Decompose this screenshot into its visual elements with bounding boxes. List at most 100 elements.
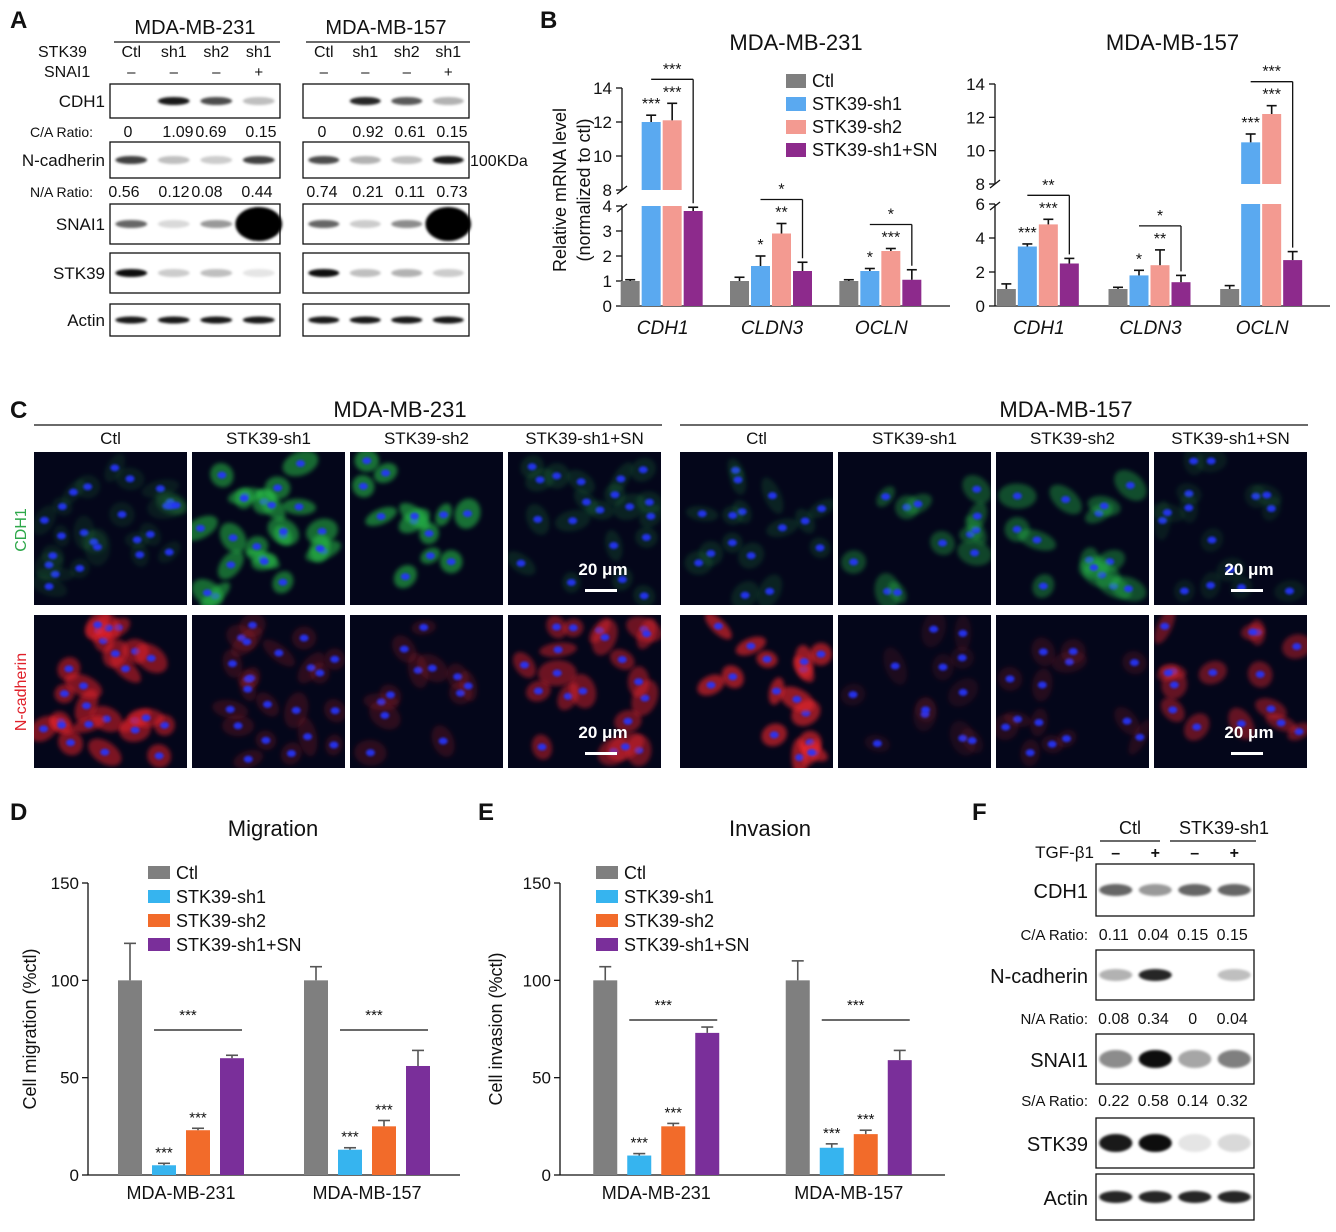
nucleus [799, 658, 809, 666]
nucleus [263, 700, 273, 708]
nucleus [130, 726, 140, 734]
blot-band [425, 207, 472, 241]
nucleus [100, 748, 110, 756]
blot-band [1217, 1191, 1251, 1203]
nucleus [78, 682, 88, 690]
axis-break [616, 203, 628, 213]
panel-b-ylabel: (normalized to ctl) [574, 118, 594, 261]
nucleus [330, 707, 340, 715]
nucleus [576, 478, 586, 486]
nucleus [1206, 457, 1216, 465]
legend-label: Ctl [624, 863, 646, 883]
micrograph-content [841, 474, 991, 605]
y-tick-label: 50 [532, 1069, 551, 1088]
nucleus [552, 669, 562, 677]
ratio-value: 0.14 [1177, 1093, 1208, 1110]
nucleus [641, 533, 651, 541]
nucleus [1266, 705, 1276, 713]
chart-title: MDA-MB-157 [1106, 30, 1239, 55]
micrograph-content [684, 458, 833, 605]
gene-label: OCLN [1236, 318, 1289, 339]
blot-band [432, 316, 464, 324]
y-tick-label: 150 [523, 874, 551, 893]
blot-label-SNAI1: SNAI1 [56, 215, 105, 234]
nucleus [315, 544, 325, 552]
y-tick-label: 0 [542, 1166, 551, 1185]
ca-ratio-value: 0 [318, 124, 327, 141]
nucleus [970, 549, 980, 557]
significance-mark: *** [341, 1129, 359, 1146]
ratio-label: S/A Ratio: [1021, 1093, 1088, 1110]
panel-a: MDA-MB-231 MDA-MB-157 STK39 SNAI1 Ctl – sh1 – sh… [22, 17, 528, 337]
blot-band [157, 269, 190, 277]
treatment-label: TGF-β1 [1035, 843, 1094, 862]
micrograph-bg [996, 615, 1149, 768]
micrograph-content [998, 469, 1147, 602]
nucleus [317, 528, 327, 536]
significance-mark: *** [375, 1101, 393, 1118]
micrograph-tile [350, 452, 503, 605]
nucleus [552, 472, 562, 480]
y-tick-label: 10 [966, 142, 985, 161]
blot-band [200, 269, 233, 277]
nucleus [1255, 670, 1265, 678]
blot-band [308, 316, 340, 324]
micrograph-content [34, 615, 175, 768]
snai1-sign: + [254, 64, 263, 81]
nucleus [227, 660, 237, 668]
nucleus [145, 530, 155, 538]
bar-stk39-sh1+sn [1283, 260, 1303, 306]
y-tick-label: 2 [976, 263, 985, 282]
nucleus [146, 654, 156, 662]
nucleus [132, 536, 142, 544]
blot-band [1099, 1134, 1133, 1152]
category-label: MDA-MB-157 [312, 1183, 421, 1203]
bar-stk39-sh1 [338, 1149, 362, 1175]
blot-band [1138, 1134, 1172, 1152]
legend-label: STK39-sh2 [624, 911, 714, 931]
blot-band [115, 316, 148, 324]
significance-mark: *** [1241, 115, 1260, 132]
nucleus [625, 503, 635, 511]
blot-band [391, 97, 423, 105]
bar-stk39-sh1 [1241, 204, 1261, 306]
nucleus [746, 642, 756, 650]
legend-label: Ctl [176, 863, 198, 883]
nucleus [225, 705, 235, 713]
bar-stk39-sh1+sn [793, 271, 812, 306]
nucleus [159, 721, 169, 729]
bar-stk39-sh1+sn [902, 279, 922, 306]
nucleus [767, 492, 777, 500]
micrograph-tile [508, 615, 661, 768]
nucleus [83, 483, 93, 491]
blot-label: STK39 [1027, 1134, 1088, 1156]
scale-bar [1231, 752, 1263, 755]
na-ratio-value: 0.56 [108, 184, 139, 201]
y-tick-label: 100 [51, 971, 79, 990]
nucleus [233, 722, 243, 730]
micrograph-tile [1154, 615, 1307, 768]
legend-label: STK39-sh1 [812, 94, 902, 114]
y-tick-label: 12 [966, 108, 985, 127]
micrograph-tile [680, 452, 833, 605]
nucleus [267, 501, 277, 509]
y-tick-label: 8 [603, 181, 612, 200]
group-label-stk39: STK39-sh1 [1179, 818, 1269, 838]
nucleus [537, 743, 547, 751]
blot-band [349, 156, 381, 164]
ca-ratio-value: 0.92 [352, 124, 383, 141]
bar-stk39-sh1 [819, 1147, 844, 1175]
na-ratio-label: N/A Ratio: [30, 184, 93, 200]
y-axis-label: Cell invasion (%ctl) [486, 952, 506, 1105]
significance-mark: *** [857, 1111, 875, 1128]
y-tick-label: 150 [51, 874, 79, 893]
significance-mark: *** [189, 1109, 207, 1126]
nucleus [400, 573, 410, 581]
mw-marker: 100KDa [470, 153, 528, 170]
nucleus [1236, 720, 1246, 728]
y-tick-label: 14 [966, 75, 985, 94]
nucleus [39, 516, 49, 524]
scale-bar [585, 752, 617, 755]
nucleus [727, 539, 737, 547]
